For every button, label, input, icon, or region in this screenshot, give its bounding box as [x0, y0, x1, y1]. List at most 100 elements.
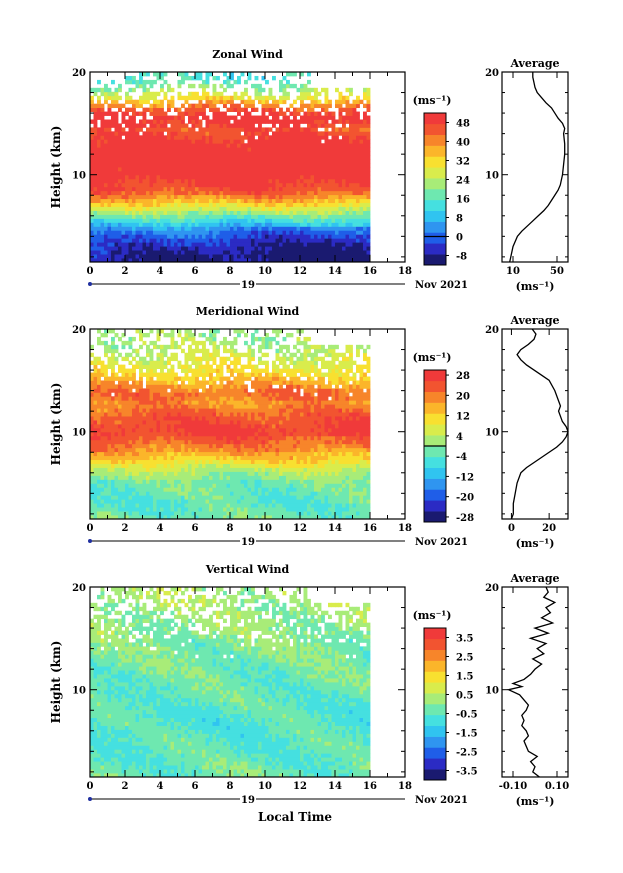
- heatmap-cell: [342, 246, 346, 251]
- heatmap-cell: [107, 107, 112, 112]
- heatmap-cell: [93, 495, 98, 500]
- heatmap-cell: [100, 396, 105, 401]
- heatmap-cell: [240, 238, 245, 243]
- heatmap-cell: [363, 131, 367, 136]
- heatmap-cell: [212, 135, 217, 140]
- heatmap-cell: [335, 246, 339, 251]
- heatmap-cell: [226, 79, 231, 85]
- heatmap-cell: [146, 99, 150, 105]
- heatmap-cell: [219, 123, 224, 128]
- colorbar-swatch: [424, 123, 446, 136]
- heatmap-cell: [146, 214, 150, 219]
- heatmap-cell: [261, 151, 266, 156]
- heatmap-cell: [107, 408, 112, 413]
- heatmap-cell: [345, 147, 350, 152]
- heatmap-cell: [209, 178, 213, 184]
- heatmap-cell: [226, 75, 231, 81]
- heatmap-cell: [191, 388, 196, 393]
- heatmap-cell: [216, 194, 220, 200]
- heatmap-cell: [181, 447, 185, 453]
- heatmap-cell: [118, 475, 122, 480]
- heatmap-cell: [282, 258, 287, 263]
- heatmap-cell: [205, 254, 210, 259]
- heatmap-cell: [135, 352, 140, 358]
- heatmap-cell: [195, 111, 199, 116]
- heatmap-cell: [356, 135, 360, 140]
- heatmap-cell: [314, 222, 318, 227]
- heatmap-cell: [289, 143, 294, 148]
- heatmap-cell: [349, 127, 353, 132]
- heatmap-cell: [100, 412, 105, 417]
- heatmap-cell: [90, 170, 94, 176]
- heatmap-cell: [188, 246, 192, 251]
- heatmap-cell: [261, 258, 266, 263]
- heatmap-cell: [338, 182, 343, 188]
- heatmap-cell: [324, 226, 329, 231]
- heatmap-cell: [163, 396, 168, 401]
- heatmap-cell: [300, 135, 304, 140]
- heatmap-cell: [258, 242, 262, 247]
- heatmap-cell: [121, 491, 126, 496]
- heatmap-cell: [125, 503, 129, 508]
- heatmap-cell: [195, 178, 199, 184]
- heatmap-cell: [275, 159, 280, 164]
- heatmap-cell: [240, 178, 245, 184]
- heatmap-cell: [321, 250, 325, 255]
- heatmap-cell: [191, 408, 196, 413]
- heatmap-cell: [307, 87, 311, 93]
- heatmap-cell: [223, 79, 227, 85]
- heatmap-cell: [268, 206, 273, 211]
- heatmap-cell: [167, 234, 171, 239]
- heatmap-cell: [163, 455, 168, 461]
- heatmap-cell: [153, 360, 157, 366]
- heatmap-cell: [342, 182, 346, 188]
- heatmap-cell: [363, 170, 367, 176]
- heatmap-cell: [139, 420, 143, 425]
- heatmap-cell: [188, 170, 192, 176]
- heatmap-cell: [97, 238, 101, 243]
- heatmap-cell: [163, 475, 168, 480]
- heatmap-cell: [265, 115, 269, 120]
- heatmap-cell: [338, 234, 343, 239]
- heatmap-cell: [100, 479, 105, 484]
- heatmap-cell: [135, 214, 140, 219]
- heatmap-cell: [181, 210, 185, 215]
- heatmap-cell: [258, 178, 262, 184]
- heatmap-cell: [160, 159, 164, 164]
- heatmap-cell: [230, 83, 234, 89]
- heatmap-cell: [167, 230, 171, 235]
- heatmap-cell: [184, 479, 189, 484]
- heatmap-cell: [121, 190, 126, 196]
- heatmap-cell: [121, 214, 126, 219]
- heatmap-cell: [335, 230, 339, 235]
- heatmap-cell: [352, 258, 357, 263]
- heatmap-cell: [111, 380, 115, 385]
- heatmap-cell: [338, 174, 343, 180]
- heatmap-cell: [170, 408, 175, 413]
- heatmap-cell: [160, 127, 164, 132]
- heatmap-cell: [146, 515, 150, 520]
- heatmap-cell: [233, 202, 238, 207]
- heatmap-cell: [230, 123, 234, 128]
- heatmap-cell: [345, 234, 350, 239]
- heatmap-cell: [282, 230, 287, 235]
- heatmap-cell: [268, 103, 273, 109]
- heatmap-cell: [279, 123, 283, 128]
- heatmap-cell: [198, 83, 203, 89]
- heatmap-cell: [335, 194, 339, 200]
- heatmap-cell: [170, 242, 175, 247]
- heatmap-cell: [188, 412, 192, 417]
- heatmap-cell: [167, 427, 171, 433]
- heatmap-cell: [167, 254, 171, 259]
- heatmap-cell: [324, 131, 329, 136]
- heatmap-cell: [230, 127, 234, 132]
- heatmap-cell: [132, 372, 136, 377]
- heatmap-cell: [177, 384, 182, 389]
- heatmap-cell: [324, 186, 329, 192]
- heatmap-cell: [366, 127, 371, 132]
- heatmap-cell: [167, 202, 171, 207]
- heatmap-cell: [163, 412, 168, 417]
- heatmap-cell: [205, 230, 210, 235]
- heatmap-cell: [93, 135, 98, 140]
- heatmap-cell: [97, 451, 101, 457]
